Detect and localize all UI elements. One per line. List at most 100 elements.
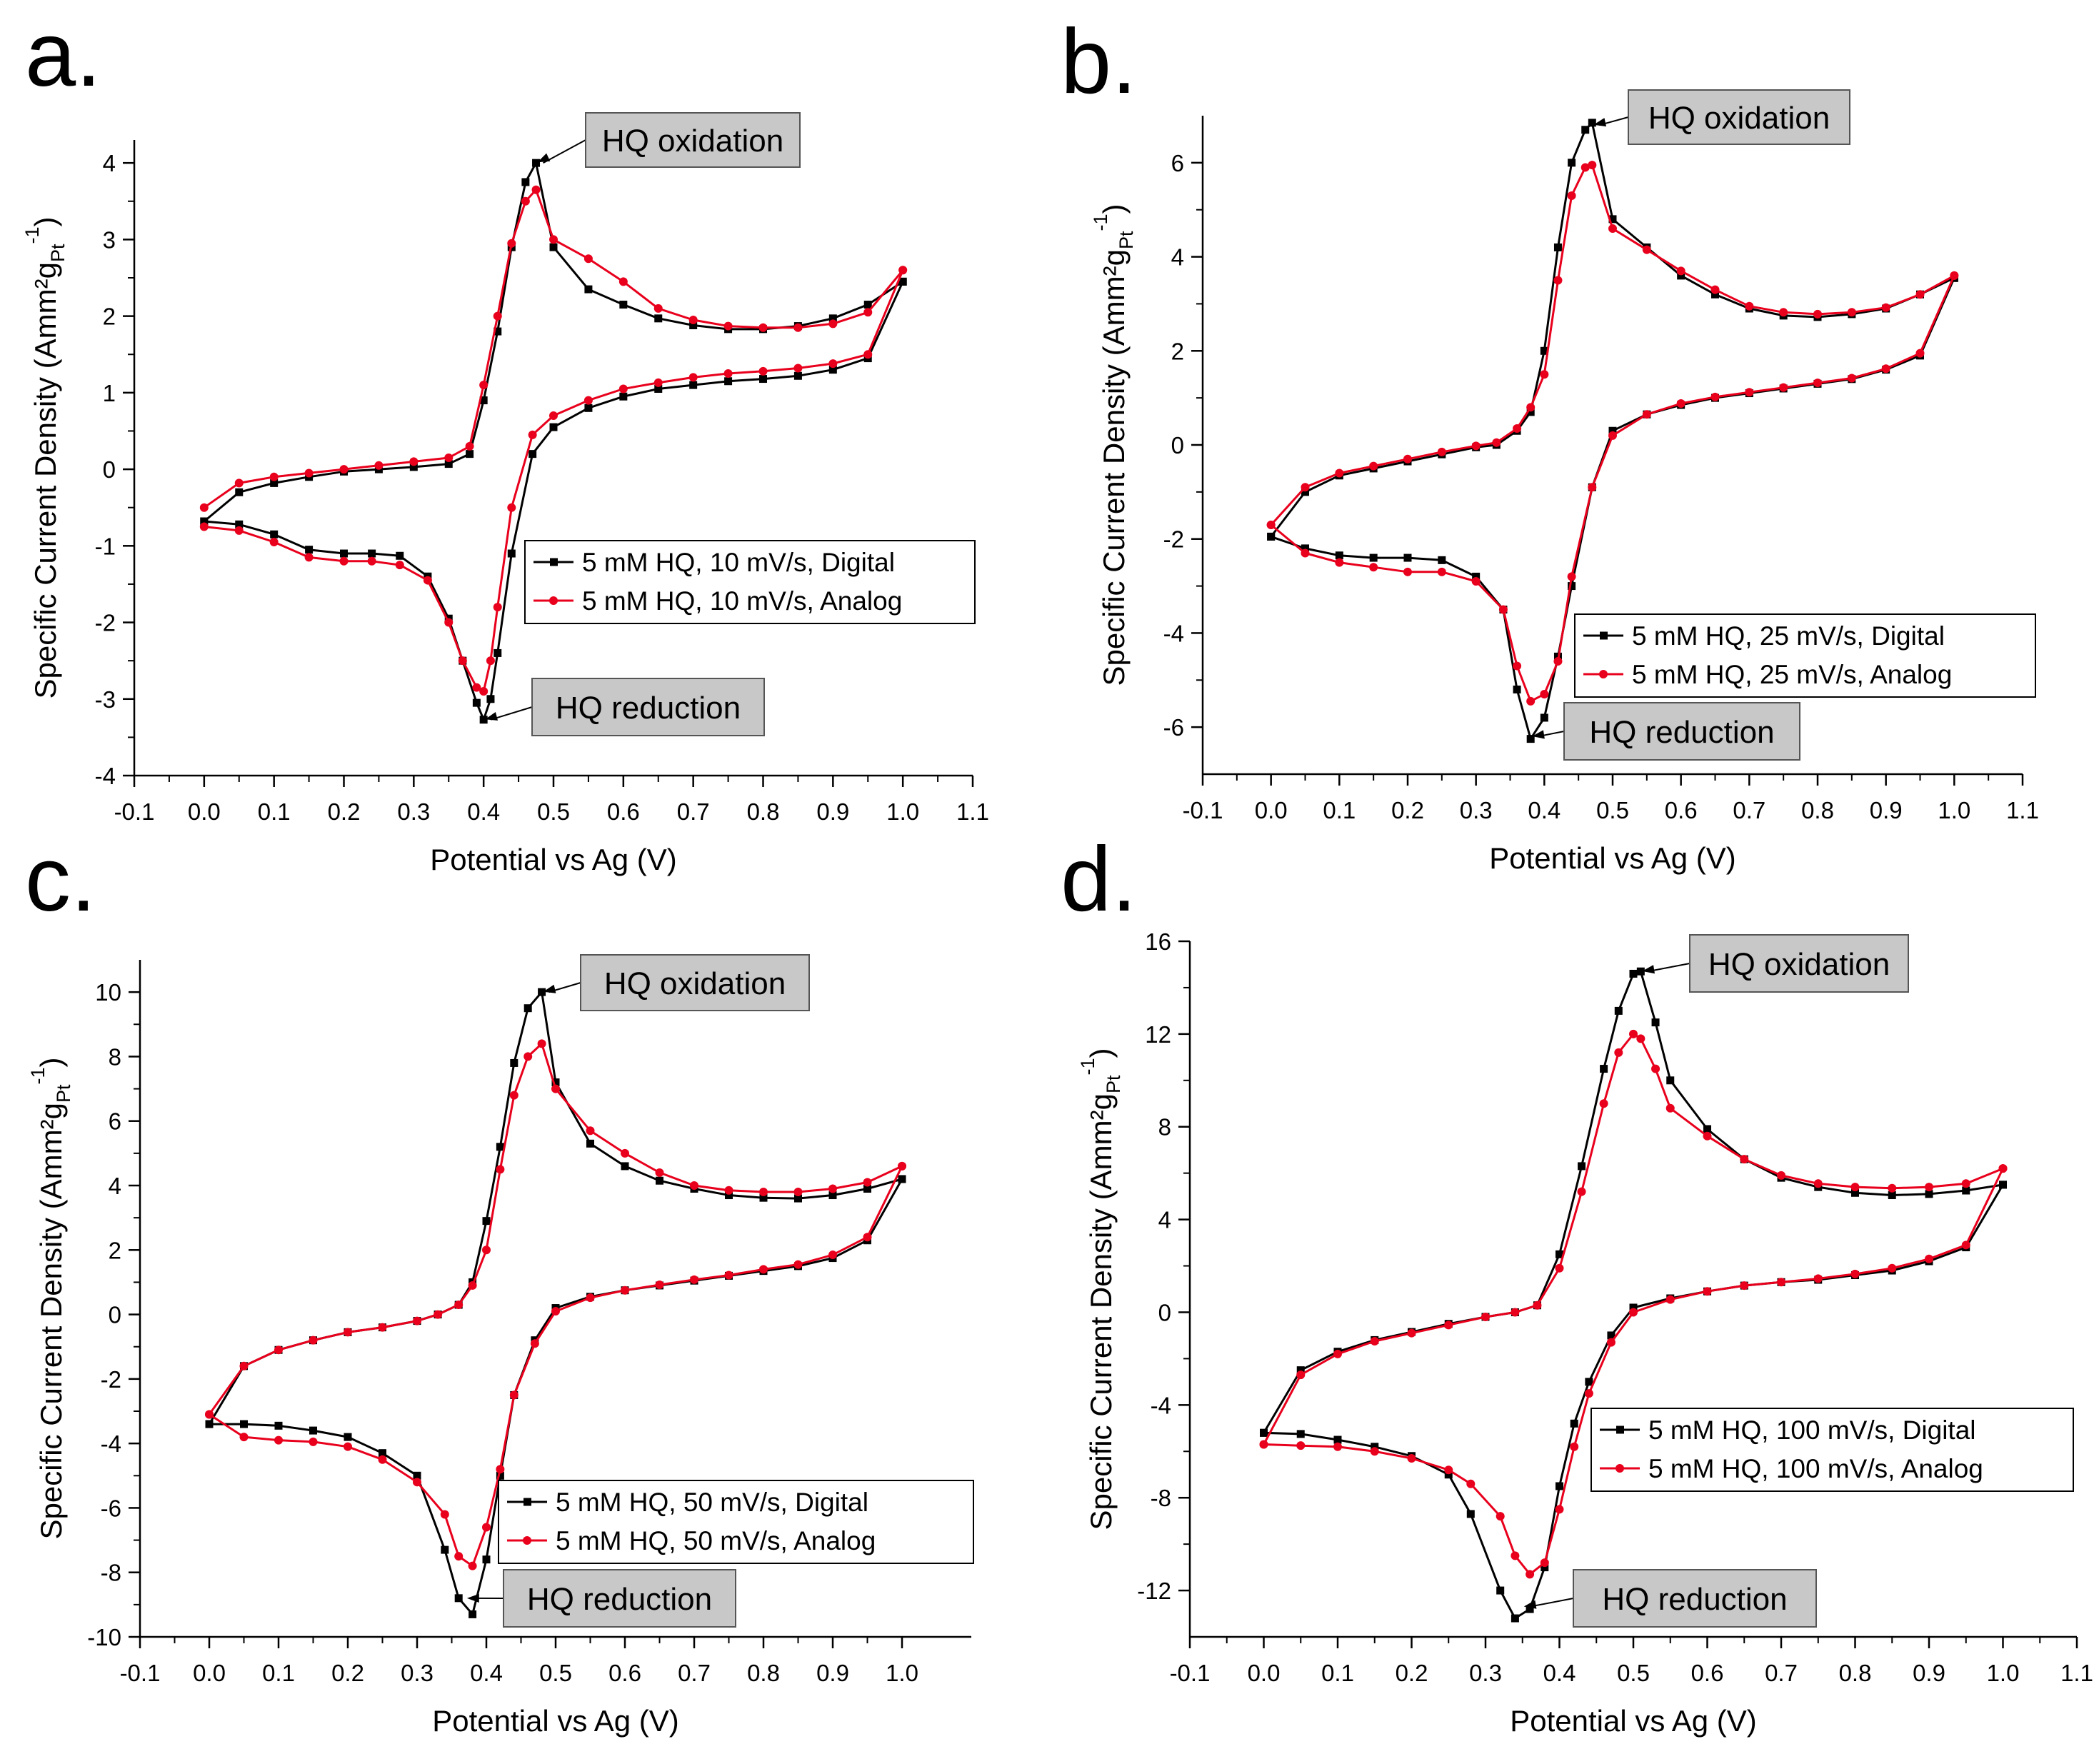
x-tick-label: 0.5 <box>537 798 570 825</box>
legend-entry: 5 mM HQ, 10 mV/s, Digital <box>582 548 895 577</box>
data-point-analog <box>1301 483 1310 492</box>
data-point-analog <box>621 1148 629 1158</box>
data-point-digital <box>689 381 698 389</box>
annotation-label: HQ oxidation <box>1648 101 1830 136</box>
x-tick-label: 0.9 <box>816 1660 849 1686</box>
data-point-digital <box>586 1139 594 1148</box>
data-point-analog <box>1703 1287 1712 1296</box>
x-axis-title: Potential vs Ag (V) <box>1489 841 1736 875</box>
data-point-digital <box>1556 1482 1563 1490</box>
data-point-analog <box>1847 308 1856 317</box>
y-axis-title-sub: Pt <box>47 244 69 262</box>
data-point-digital <box>794 1194 802 1203</box>
data-point-analog <box>1813 1274 1823 1283</box>
x-tick-label: 0.3 <box>401 1660 434 1686</box>
legend-marker-analog <box>1599 670 1608 678</box>
data-point-digital <box>1629 1303 1638 1312</box>
data-point-analog <box>486 656 495 666</box>
data-point-digital <box>479 716 488 724</box>
data-point-analog <box>653 378 663 387</box>
y-tick-label: 16 <box>1145 928 1171 955</box>
data-point-digital <box>584 285 593 294</box>
data-point-digital <box>1403 553 1412 562</box>
data-point-digital <box>494 327 502 336</box>
y-tick-label: 4 <box>1158 1207 1171 1233</box>
data-point-analog <box>583 254 593 264</box>
x-tick-label: 1.0 <box>886 798 919 825</box>
data-point-analog <box>586 1126 595 1136</box>
data-point-analog <box>1444 1321 1453 1330</box>
legend-marker-digital <box>550 558 558 566</box>
data-point-analog <box>1703 1131 1712 1141</box>
data-point-digital <box>1636 967 1645 976</box>
data-point-analog <box>269 472 279 481</box>
data-point-digital <box>656 1176 663 1185</box>
annotation-box <box>1573 1569 1817 1628</box>
data-point-digital <box>235 520 244 528</box>
y-axis-title-main: Specific Current Density (Amm²g <box>34 1103 68 1539</box>
annotation-box <box>1689 934 1909 993</box>
data-point-analog <box>828 359 838 369</box>
data-point-analog <box>409 457 419 466</box>
data-point-analog <box>1511 1308 1520 1317</box>
annotation-arrow-line <box>543 139 586 164</box>
annotation-arrow-head <box>1532 730 1545 739</box>
data-point-analog <box>549 411 558 421</box>
data-point-analog <box>367 556 376 566</box>
data-point-digital <box>472 698 481 707</box>
y-tick-label: -4 <box>101 1430 121 1457</box>
data-point-digital <box>1568 159 1576 167</box>
data-point-digital <box>479 396 488 405</box>
data-point-analog <box>1588 161 1597 170</box>
x-tick-label: 0.7 <box>677 798 710 825</box>
y-axis-title: Specific Current Density (Amm²gPt-1) <box>27 1057 74 1539</box>
annotation-arrow-line <box>490 706 533 721</box>
data-point-digital <box>482 1217 491 1226</box>
data-point-analog <box>1651 1064 1660 1073</box>
data-point-analog <box>454 1552 464 1561</box>
annotation-arrow-head <box>1642 965 1655 974</box>
data-point-digital <box>654 314 663 323</box>
data-point-digital <box>828 1191 837 1200</box>
x-tick-label: 1.0 <box>1987 1660 2020 1686</box>
data-point-analog <box>688 315 698 324</box>
data-point-analog <box>1588 483 1597 492</box>
data-point-digital <box>1296 1430 1305 1438</box>
data-point-analog <box>482 1246 491 1255</box>
data-point-analog <box>1526 696 1536 706</box>
y-axis-title: Specific Current Density (Amm²gPt-1) <box>1090 204 1137 686</box>
data-point-digital <box>1438 556 1446 564</box>
data-point-analog <box>1540 370 1549 379</box>
data-point-analog <box>1665 1295 1675 1304</box>
annotation-label: HQ reduction <box>556 691 741 726</box>
data-point-analog <box>493 311 502 321</box>
data-point-analog <box>551 1084 560 1093</box>
data-point-analog <box>239 1361 249 1370</box>
data-point-digital <box>1666 1076 1675 1085</box>
data-point-analog <box>1370 1337 1379 1346</box>
annotation-box <box>503 1569 736 1628</box>
data-point-digital <box>454 1594 463 1603</box>
x-tick-label: 1.0 <box>1938 797 1970 823</box>
annotation-arrow-head <box>543 984 556 993</box>
data-point-analog <box>304 553 314 562</box>
y-tick-label: 4 <box>109 1173 121 1199</box>
data-point-analog <box>274 1435 283 1445</box>
data-point-digital <box>1466 1510 1475 1518</box>
chart-panel-2: b. -0.1 0.0 0.1 0.2 0.3 0.4 0.5 0.6 0.7 0.8 0.9 1.0 1… <box>1061 11 2039 875</box>
data-point-analog <box>496 1165 505 1174</box>
data-point-digital <box>235 488 244 496</box>
data-point-digital <box>1556 1250 1563 1258</box>
data-point-digital <box>309 1426 317 1435</box>
x-tick-label: 0.4 <box>1528 797 1561 823</box>
data-point-analog <box>724 1271 733 1280</box>
data-point-analog <box>723 321 733 331</box>
data-point-digital <box>1540 713 1548 722</box>
x-tick-label: 0.3 <box>397 798 430 825</box>
data-point-analog <box>468 1561 477 1570</box>
annotation-arrow-head <box>466 1593 479 1603</box>
data-point-analog <box>1961 1241 1970 1250</box>
y-axis-title-main: Specific Current Density (Amm²g <box>29 262 62 698</box>
data-point-analog <box>1444 1465 1453 1475</box>
data-point-analog <box>1570 1442 1579 1451</box>
